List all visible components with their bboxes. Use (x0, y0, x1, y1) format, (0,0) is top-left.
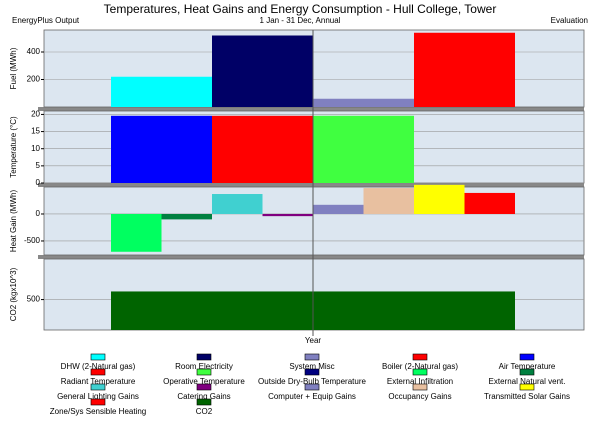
bar (212, 115, 313, 183)
legend-swatch (304, 368, 320, 376)
y-axis-label: CO2 (kgx10^3) (9, 267, 18, 321)
bar (313, 115, 414, 183)
bar (414, 184, 465, 214)
legend-label: External Natural vent. (489, 377, 566, 386)
y-tick-label: 0 (36, 209, 41, 218)
y-axis-label: Heat Gain (MWh) (9, 190, 18, 253)
legend-label: Transmitted Solar Gains (484, 392, 570, 401)
legend-swatch (90, 398, 106, 406)
bar (464, 192, 515, 214)
legend-swatch (519, 368, 535, 376)
bar (313, 204, 364, 214)
y-axis-label: Fuel (MWh) (9, 47, 18, 89)
panel-separator (38, 107, 584, 111)
legend-label: Occupancy Gains (388, 392, 451, 401)
y-tick-label: 400 (27, 47, 41, 56)
left-note: EnergyPlus Output (12, 16, 80, 25)
y-tick-label: 200 (27, 75, 41, 84)
bar (161, 213, 212, 220)
legend-label: Catering Gains (177, 392, 230, 401)
bar (111, 115, 212, 183)
legend-swatch (90, 383, 106, 391)
legend-label: Outside Dry-Bulb Temperature (258, 377, 366, 386)
y-tick-label: 0 (36, 178, 41, 187)
legend-swatch (196, 398, 212, 406)
legend-swatch (412, 368, 428, 376)
legend-label: External Infiltration (387, 377, 453, 386)
legend-label: General Lighting Gains (57, 392, 139, 401)
legend-label: Zone/Sys Sensible Heating (50, 407, 147, 416)
legend-label: Boiler (2-Natural gas) (382, 362, 458, 371)
right-note: Evaluation (551, 16, 588, 25)
legend-label: System Misc (289, 362, 334, 371)
bar (111, 76, 212, 107)
legend-label: Room Electricity (175, 362, 233, 371)
y-tick-label: 20 (31, 110, 40, 119)
y-tick-label: -500 (24, 236, 41, 245)
y-tick-label: 15 (31, 127, 40, 136)
bar (111, 213, 162, 252)
legend-swatch (196, 383, 212, 391)
y-tick-label: 10 (31, 144, 40, 153)
y-tick-label: 500 (27, 295, 41, 304)
subtitle: 1 Jan - 31 Dec, Annual (260, 16, 341, 25)
legend-label: Computer + Equip Gains (268, 392, 356, 401)
panel-separator (38, 255, 584, 259)
legend-swatch (90, 368, 106, 376)
x-axis-label: Year (305, 336, 322, 345)
legend-swatch (304, 383, 320, 391)
panel-separator (38, 183, 584, 187)
chart-title: Temperatures, Heat Gains and Energy Cons… (104, 2, 497, 16)
legend-swatch (196, 368, 212, 376)
bar (262, 213, 313, 217)
legend-swatch (304, 353, 320, 361)
legend-label: DHW (2-Natural gas) (61, 362, 136, 371)
legend-label: CO2 (196, 407, 213, 416)
legend-label: Operative Temperature (163, 377, 245, 386)
bar (212, 35, 313, 107)
bar (313, 98, 414, 107)
legend-label: Radiant Temperature (61, 377, 136, 386)
legend-swatch (90, 353, 106, 361)
bar (414, 32, 515, 107)
legend-swatch (412, 383, 428, 391)
y-tick-label: 5 (36, 161, 41, 170)
legend-swatch (519, 383, 535, 391)
legend-swatch (196, 353, 212, 361)
bar (363, 188, 414, 214)
bar (212, 194, 263, 214)
legend-swatch (519, 353, 535, 361)
legend-label: Air Temperature (499, 362, 556, 371)
legend-swatch (412, 353, 428, 361)
y-axis-label: Temperature (°C) (9, 116, 18, 178)
